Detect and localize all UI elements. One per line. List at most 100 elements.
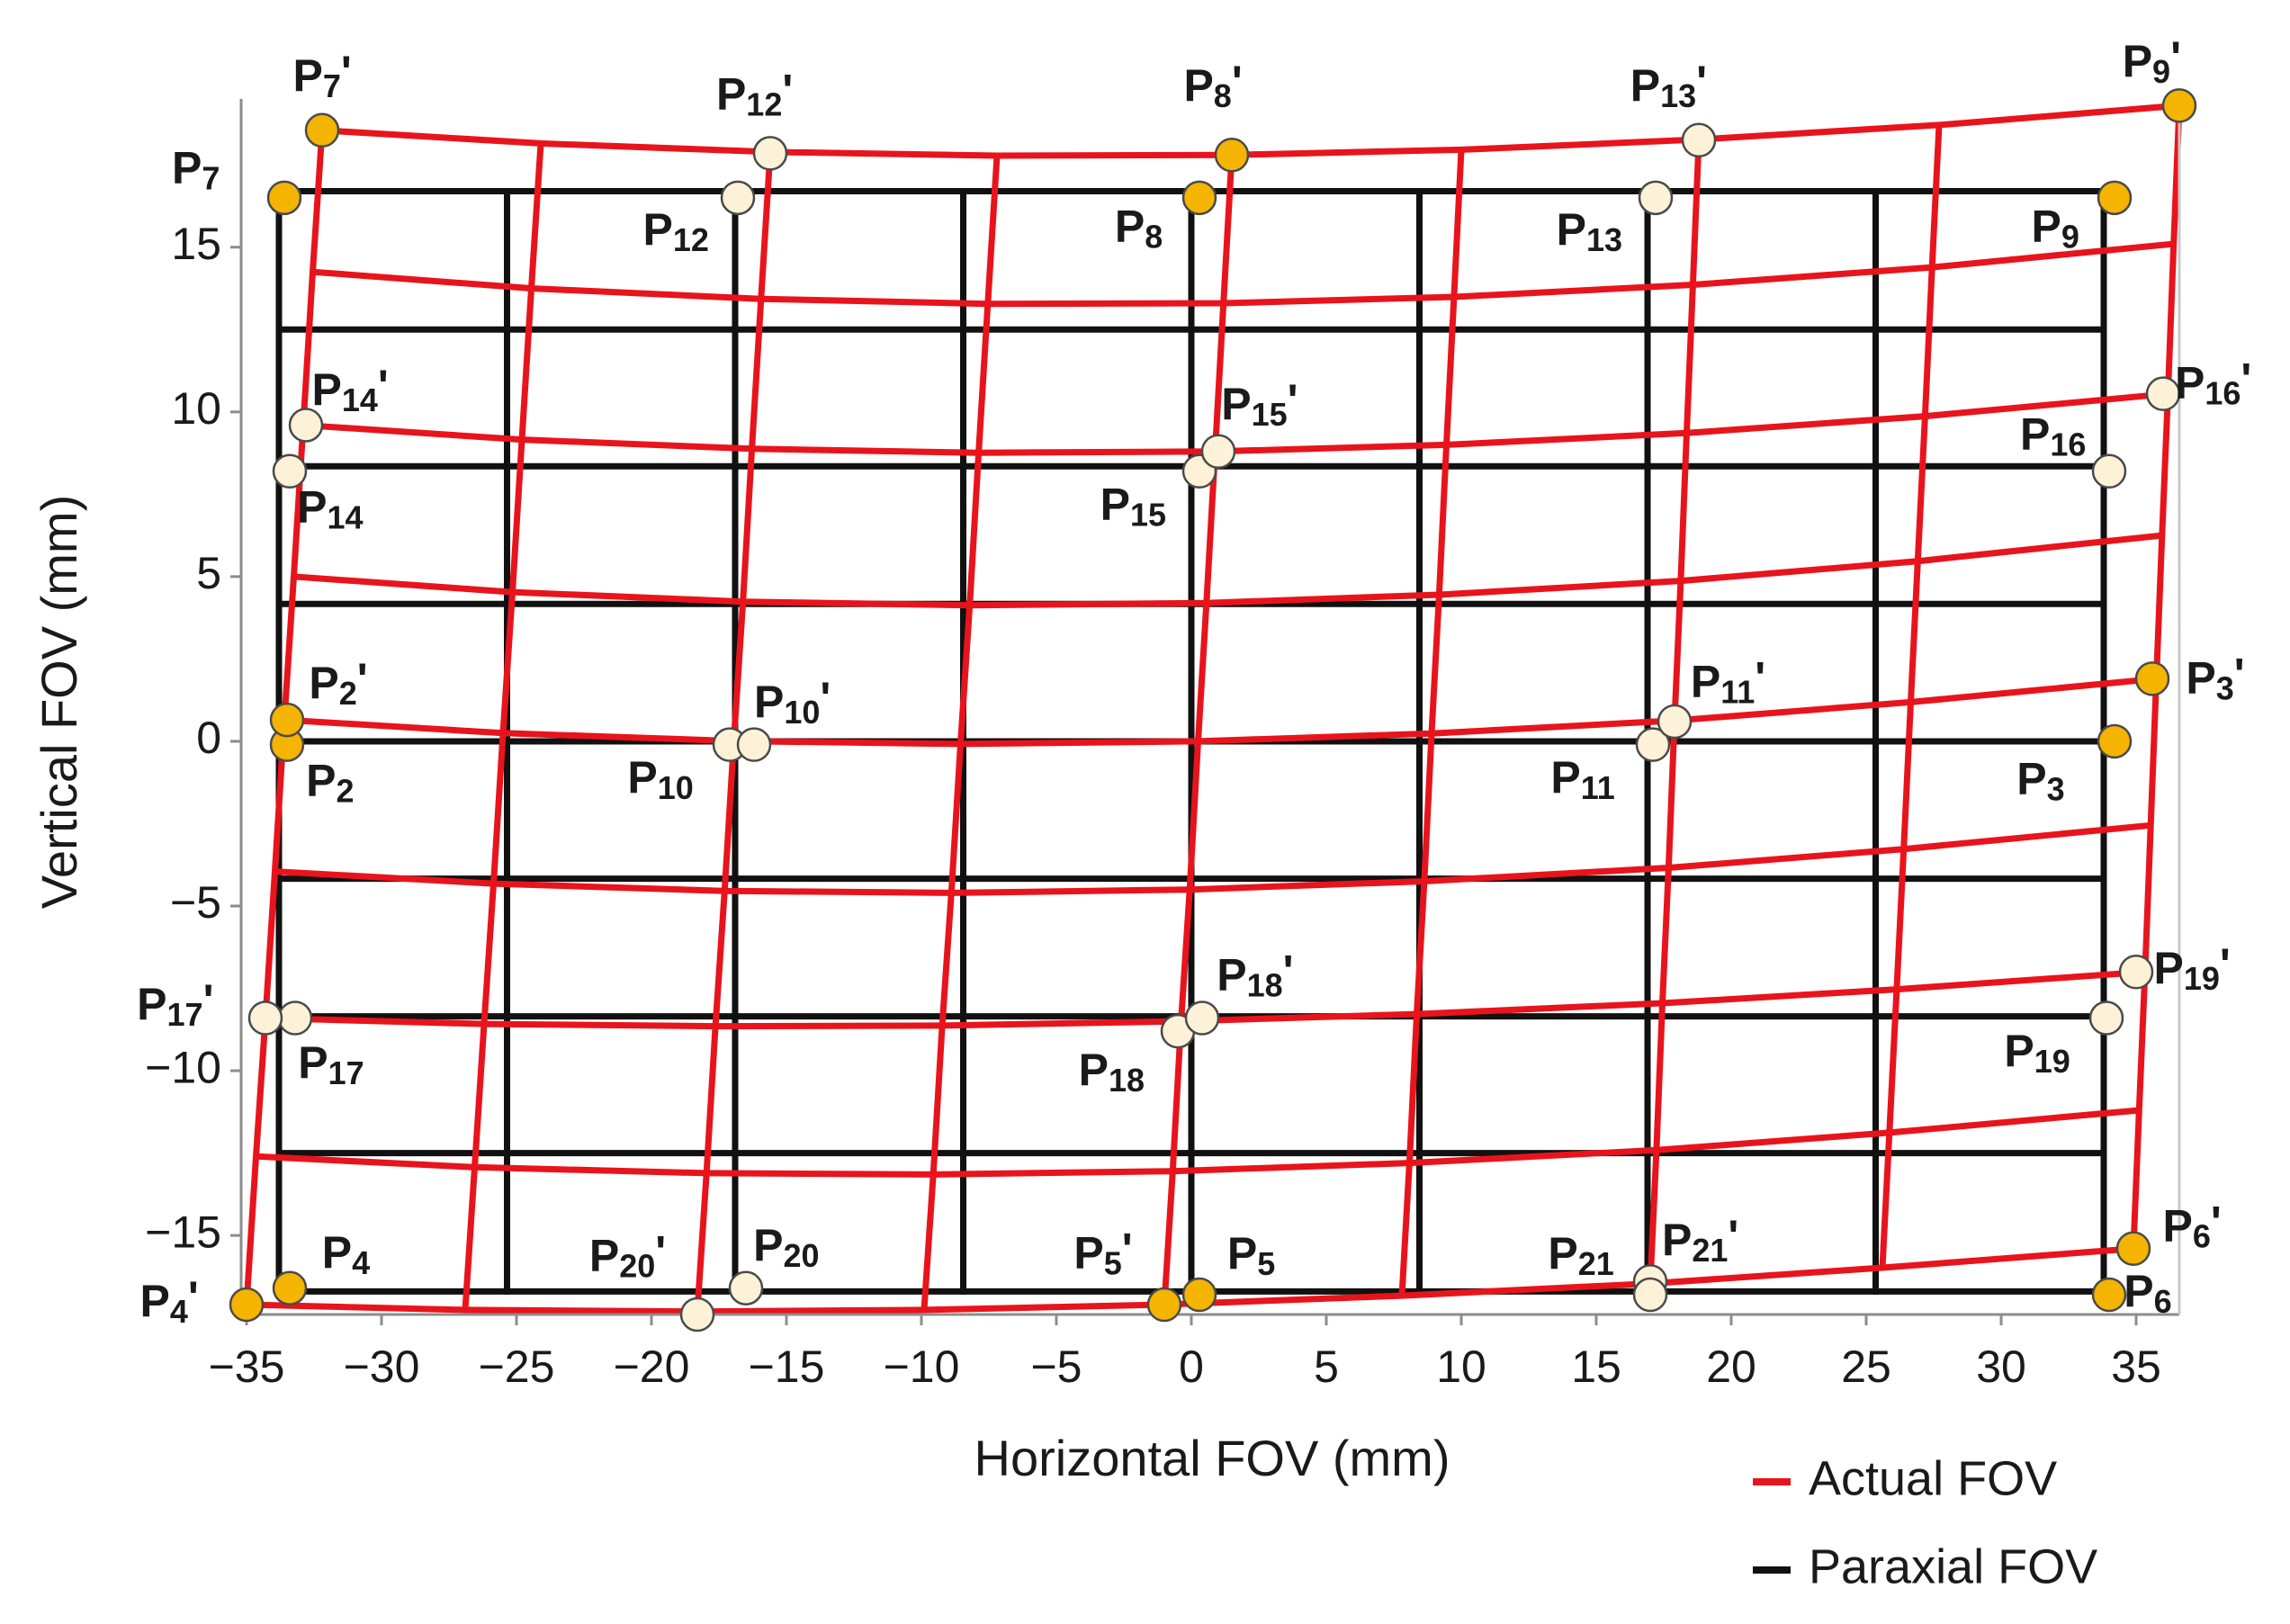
actual-line [312,240,2175,308]
x-tick-label: −5 [1030,1341,1082,1392]
x-tick-label: 20 [1706,1341,1756,1392]
point-label: P15 [1100,479,1166,532]
y-tick-label: −15 [145,1207,221,1257]
actual-line [256,1107,2140,1178]
point [2134,661,2170,696]
actual-line [1398,149,1465,1297]
point-label: P4 [322,1227,370,1280]
x-tick-label: −15 [749,1341,825,1392]
point-label: P5' [1073,1225,1132,1281]
point [752,136,788,171]
point-label: P17 [298,1037,364,1090]
actual-line [462,143,544,1311]
y-tick-label: 15 [171,219,221,269]
point-label: P4' [140,1272,199,1329]
point [2145,376,2181,411]
point-label: P21 [1548,1228,1613,1281]
point [728,1270,764,1305]
point-label: P6' [2162,1198,2221,1254]
x-tick-label: 25 [1841,1341,1891,1392]
x-tick-label: 0 [1179,1341,1204,1392]
x-tick-label: −20 [614,1341,690,1392]
point [1632,1277,1668,1313]
point-label: P11 [1550,752,1614,805]
point [1214,137,1250,173]
y-tick-label: 0 [196,713,221,763]
point [736,727,772,762]
point-label: P6 [2124,1266,2171,1319]
x-tick-label: −10 [884,1341,960,1392]
point-label: P2' [309,654,367,711]
point [2091,453,2127,489]
point-label: P2 [306,756,354,809]
y-tick-label: 10 [171,383,221,434]
x-axis-title: Horizontal FOV (mm) [974,1430,1450,1486]
point [679,1297,715,1332]
point-label: P13' [1630,57,1707,113]
x-tick-label: 5 [1314,1341,1339,1392]
point-label: P12 [643,204,709,257]
point [2161,88,2197,123]
x-tick-label: −35 [209,1341,285,1392]
y-tick-label: 5 [196,548,221,598]
y-axis-title: Vertical FOV (mm) [31,495,87,909]
point-label: P15' [1221,375,1298,432]
point-label: P18' [1217,947,1293,1003]
point-label: P3 [2016,754,2064,807]
point [1635,727,1671,762]
point [229,1287,265,1323]
point-label: P3' [2186,650,2244,706]
point [2115,1231,2151,1267]
point [2091,1277,2127,1313]
point-label: P16 [2020,409,2086,462]
point-label: P8 [1115,202,1163,255]
point [2097,180,2133,216]
point-label: P8' [1183,57,1242,113]
point-label: P13 [1557,204,1622,257]
point [1200,434,1236,470]
point-label: P20 [753,1220,819,1273]
point-label: P5 [1227,1228,1275,1281]
point [269,702,305,738]
x-tick-label: −25 [479,1341,555,1392]
point [1681,122,1717,158]
x-tick-label: −30 [344,1341,420,1392]
point-label: P18 [1079,1045,1145,1098]
point [1146,1287,1182,1323]
point-label: P10' [754,673,831,730]
actual-line [1161,155,1235,1305]
point-label: P10 [627,752,693,805]
point [288,408,324,443]
actual-line [293,532,2163,609]
point-label: P12' [716,66,793,122]
point-label: P11' [1691,653,1765,710]
x-tick-label: 15 [1571,1341,1621,1392]
point [1181,180,1217,216]
point-label: P9 [2031,202,2079,255]
point-label: P7' [293,47,352,103]
point-label: P14' [311,361,388,417]
x-tick-label: 35 [2111,1341,2161,1392]
point [304,112,340,148]
point [2088,1000,2124,1036]
point-label: P19 [2004,1026,2070,1079]
actual-line [920,155,1001,1311]
point [1181,1277,1217,1313]
actual-line [321,102,2180,159]
point [266,180,302,216]
point-label: P20' [589,1227,666,1284]
point [1638,180,1674,216]
actual-line [274,821,2151,896]
point [720,180,756,216]
y-tick-label: −5 [170,877,221,928]
point [1657,704,1693,740]
point [2118,954,2154,990]
point-label: P19' [2153,939,2230,996]
legend-text: Paraxial FOV [1809,1539,2097,1593]
point-label: P9' [2123,32,2181,89]
plot-area [243,102,2183,1315]
point [1184,1000,1220,1036]
point-label: P7 [172,143,220,196]
y-tick-label: −10 [145,1042,221,1092]
